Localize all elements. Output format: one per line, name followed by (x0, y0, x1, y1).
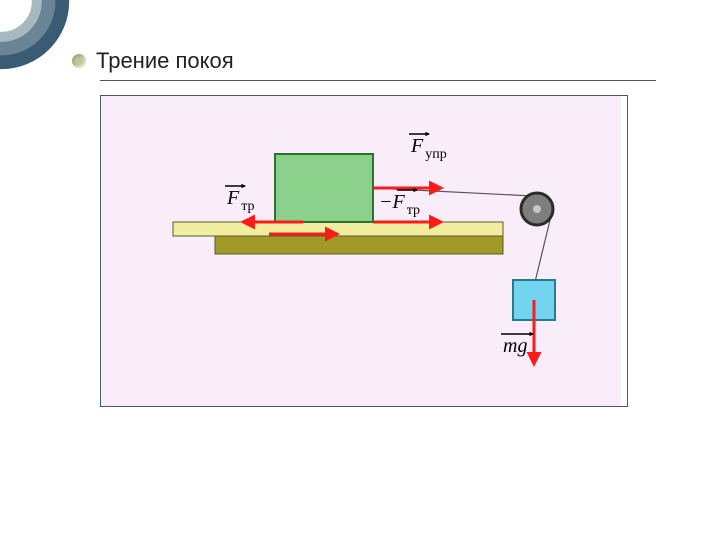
force-label-F_tr: Fтр (226, 187, 255, 214)
title-row: Трение покоя (0, 0, 720, 74)
physics-diagram: Fупр −Fтр Fтр mg (101, 96, 621, 406)
diagram-frame: Fупр −Fтр Fтр mg (100, 95, 628, 407)
title-underline (100, 80, 656, 81)
force-label-F_upr: Fупр (410, 135, 447, 162)
force-label-mg: mg (503, 335, 527, 357)
slide-title: Трение покоя (96, 48, 234, 74)
force-label-F_tr_neg: −Fтр (379, 191, 420, 218)
block (275, 154, 373, 222)
bullet-icon (72, 54, 86, 68)
